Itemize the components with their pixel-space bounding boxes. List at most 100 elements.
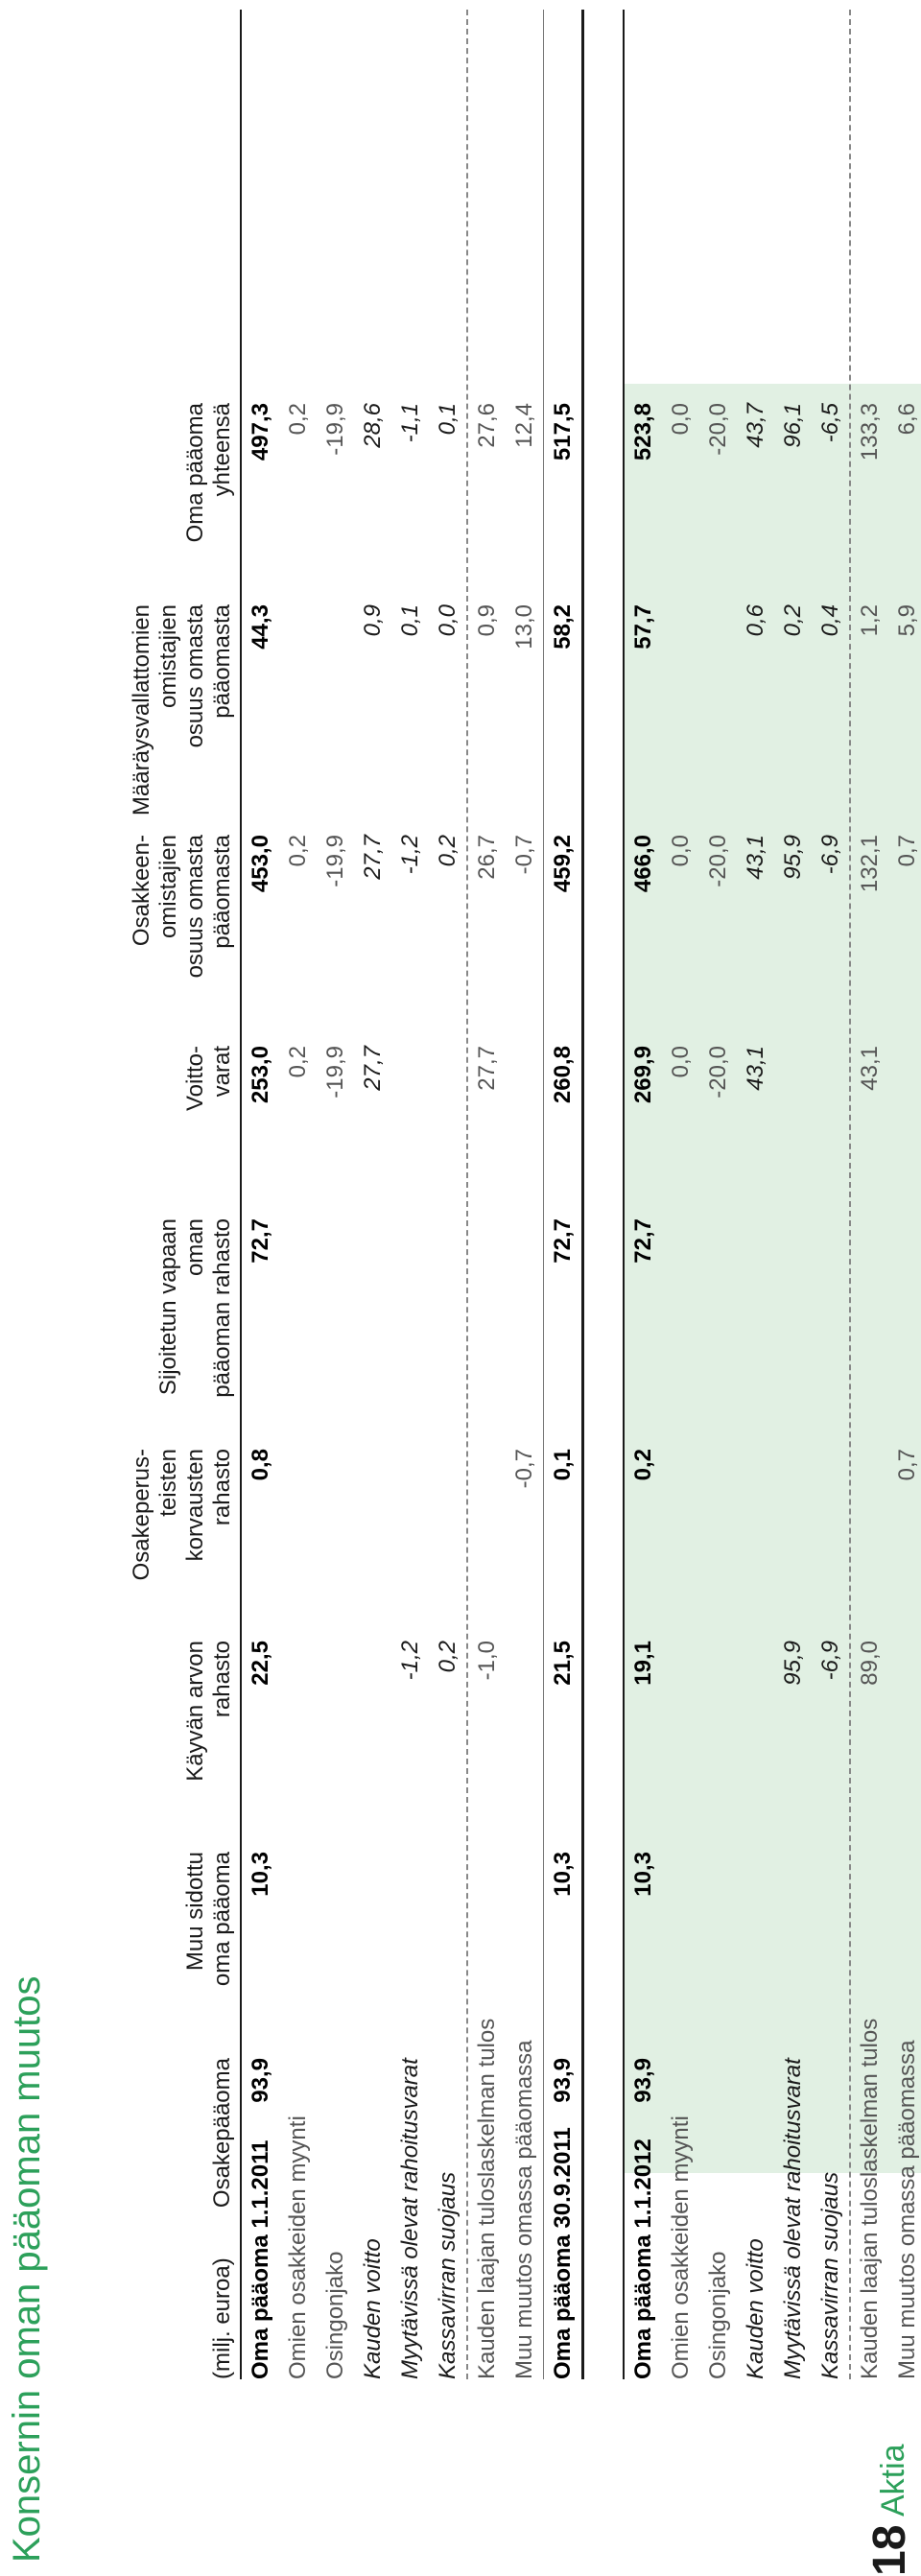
row-label: Osingonjako	[705, 2251, 731, 2379]
row-label: Muu muutos omassa pääomassa	[511, 2040, 537, 2379]
table-row: Kauden laajan tuloslaskelman tulos 89,0 43…	[849, 10, 888, 2379]
table-row: Omien osakkeiden myynti 0,2 0,2 0,2	[279, 10, 317, 2379]
row-label: Kassavirran suojaus	[817, 2171, 843, 2379]
table-cell: 0,0	[668, 835, 694, 867]
table-cell: 44,3	[248, 604, 273, 650]
table-cell: 0,6	[743, 604, 768, 637]
column-header-line: pääomasta	[209, 835, 235, 949]
table-cell: 0,2	[780, 604, 806, 637]
table-row: Oma pääoma 1.1.2012 93,9 10,3 19,1 0,2 72,7 26…	[623, 10, 662, 2379]
table-cell: 497,3	[248, 403, 273, 461]
table-row: Oma pääoma 1.1.2011 93,9 10,3 22,5 0,8 72,7 25…	[242, 10, 279, 2379]
table-row: Myytävissä olevat rahoitusvarat -1,2 -1,2 0…	[391, 10, 429, 2379]
table-row: Muu muutos omassa pääomassa 0,7 0,7 5,9 6,6	[888, 10, 921, 2379]
column-header-line: korvausten	[182, 1449, 208, 1562]
table-cell: -6,9	[817, 1641, 843, 1681]
page-title: Konsernin oman pääoman muutos	[6, 1975, 48, 2563]
table-cell: 10,3	[248, 1852, 273, 1897]
column-header-line: teisten	[155, 1449, 181, 1517]
column-header-line: Osakkeen-	[129, 835, 154, 947]
column-header-line: osuus omasta	[182, 835, 208, 979]
table-cell: -19,9	[322, 835, 348, 887]
table-row: Muu muutos omassa pääomassa -0,7 -0,7 13,0 1…	[506, 10, 543, 2379]
table-cell: 0,2	[285, 835, 311, 867]
table-cell: 0,9	[360, 604, 386, 637]
table-cell: 0,2	[630, 1449, 656, 1481]
table-cell: 58,2	[550, 604, 576, 650]
table-cell: 57,7	[630, 604, 656, 650]
table-row: Oma pääoma 30.9.2011 93,9 10,3 21,5 0,1 72,7 2…	[543, 10, 584, 2379]
table-cell: 28,6	[360, 403, 386, 448]
table-cell: -6,9	[817, 835, 843, 875]
column-header-line: oma pääoma	[209, 1852, 235, 1987]
table-cell: 0,2	[435, 1641, 460, 1673]
row-label: Muu muutos omassa pääomassa	[894, 2040, 920, 2379]
table-cell: 27,7	[474, 1046, 500, 1091]
row-label: Myytävissä olevat rahoitusvarat	[397, 2058, 423, 2379]
table-cell: 5,9	[894, 604, 920, 637]
table-cell: 21,5	[550, 1641, 576, 1686]
table-cell: 93,9	[630, 2058, 656, 2103]
table-cell: 22,5	[248, 1641, 273, 1686]
table-row: Kauden voitto 27,7 27,7 0,9 28,6	[354, 10, 391, 2379]
table-cell: 253,0	[248, 1046, 273, 1104]
table-cell: 0,2	[285, 403, 311, 436]
column-header-line: yhteensä	[209, 403, 235, 497]
table-cell: 260,8	[550, 1046, 576, 1104]
table-row: Myytävissä olevat rahoitusvarat 95,9 95,9 0…	[774, 10, 812, 2379]
table-row: Osingonjako -19,9 -19,9 -19,9	[317, 10, 354, 2379]
column-header: Oma pääoma yhteensä	[182, 403, 236, 643]
column-header-line: Osakeperus-	[129, 1449, 154, 1581]
row-label: Myytävissä olevat rahoitusvarat	[780, 2058, 806, 2379]
row-label: Kauden voitto	[360, 2238, 386, 2379]
column-header-line: omistajien	[155, 835, 181, 939]
column-header-line: Oma pääoma	[182, 403, 208, 543]
table-cell: 133,3	[857, 403, 883, 461]
table-cell: 93,9	[248, 2058, 273, 2103]
page-brand: Aktia	[875, 2444, 911, 2517]
table-cell: 43,1	[857, 1046, 883, 1091]
column-header: Voitto-varat	[182, 1046, 236, 1286]
table-cell: 93,9	[550, 2058, 576, 2103]
table-cell: 10,3	[550, 1852, 576, 1897]
table-cell: 12,4	[511, 403, 537, 448]
table-cell: 0,1	[435, 403, 460, 436]
table-cell: 27,6	[474, 403, 500, 448]
table-cell: 89,0	[857, 1641, 883, 1686]
column-header: Muu sidottu oma pääoma	[182, 1852, 236, 2092]
table-cell: 43,7	[743, 403, 768, 448]
table-cell: -0,7	[511, 835, 537, 875]
column-header: Osakeperus-teisten korvausten rahasto	[129, 1449, 236, 1689]
row-label: Omien osakkeiden myynti	[285, 2115, 311, 2379]
column-header: Osakepääoma	[209, 2058, 236, 2298]
column-header-line: Muu sidottu	[182, 1852, 208, 1972]
table-header: (milj. euroa) Osakepääoma Muu sidottu oma p…	[129, 10, 240, 2379]
table-cell: 0,1	[550, 1449, 576, 1481]
column-header-line: Sijoitetun vapaan	[155, 1218, 181, 1396]
table-row: Kassavirran suojaus -6,9 -6,9 0,4 -6,5	[812, 10, 849, 2379]
table-cell: 0,8	[248, 1449, 273, 1481]
page-number: 18	[864, 2524, 915, 2576]
table-cell: 0,0	[668, 1046, 694, 1078]
table-cell: 132,1	[857, 835, 883, 893]
table-row: Kauden laajan tuloslaskelman tulos -1,0 27…	[466, 10, 506, 2379]
table-cell: 26,7	[474, 835, 500, 880]
table-section-2011: Oma pääoma 1.1.2011 93,9 10,3 22,5 0,8 72,7 25…	[240, 10, 584, 2379]
row-label: Kauden voitto	[743, 2238, 768, 2379]
table-cell: -20,0	[705, 835, 731, 887]
table-cell: 43,1	[743, 835, 768, 880]
table-cell: 13,0	[511, 604, 537, 650]
table-cell: 1,2	[857, 604, 883, 637]
table-cell: 459,2	[550, 835, 576, 893]
column-header-line: omistajien	[155, 604, 181, 709]
column-header-line: varat	[209, 1046, 235, 1098]
table-cell: -1,2	[397, 835, 423, 875]
table-cell: 0,1	[397, 604, 423, 637]
equity-changes-table: (milj. euroa) Osakepääoma Muu sidottu oma p…	[129, 10, 921, 2379]
table-cell: 466,0	[630, 835, 656, 893]
table-cell: 27,7	[360, 835, 386, 880]
table-cell: 10,3	[630, 1852, 656, 1897]
table-cell: 95,9	[780, 1641, 806, 1686]
table-cell: 96,1	[780, 403, 806, 448]
